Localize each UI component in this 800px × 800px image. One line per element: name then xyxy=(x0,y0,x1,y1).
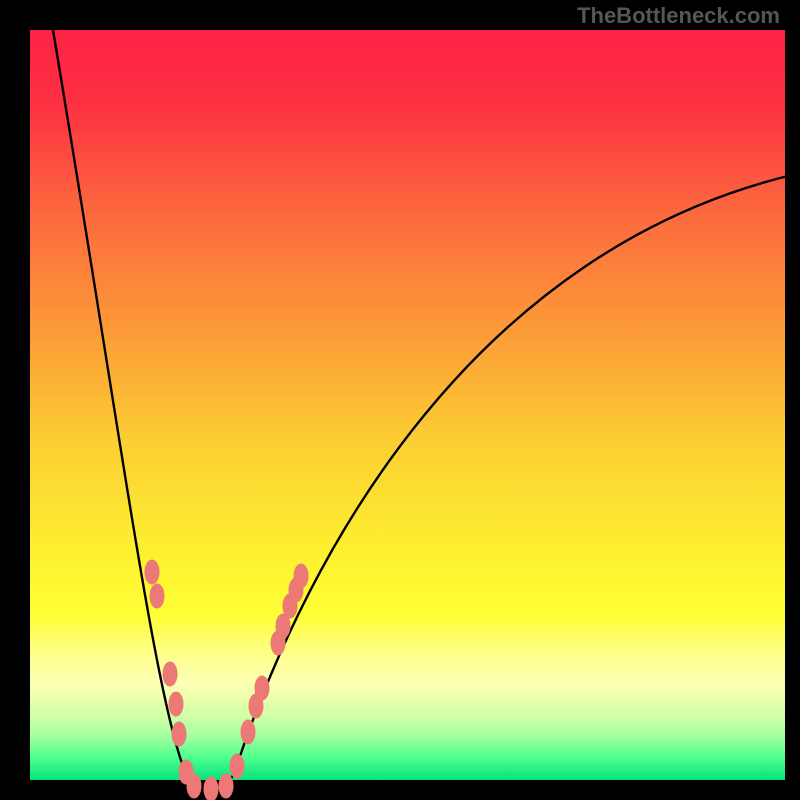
data-marker xyxy=(163,662,177,686)
data-marker xyxy=(230,754,244,778)
data-marker xyxy=(204,777,218,800)
data-marker xyxy=(150,584,164,608)
data-markers xyxy=(0,0,800,800)
data-marker xyxy=(145,560,159,584)
data-marker xyxy=(172,722,186,746)
data-marker xyxy=(294,564,308,588)
data-marker xyxy=(169,692,183,716)
data-marker xyxy=(255,676,269,700)
data-marker xyxy=(219,774,233,798)
data-marker xyxy=(241,720,255,744)
data-marker xyxy=(187,774,201,798)
watermark-text: TheBottleneck.com xyxy=(577,3,780,29)
